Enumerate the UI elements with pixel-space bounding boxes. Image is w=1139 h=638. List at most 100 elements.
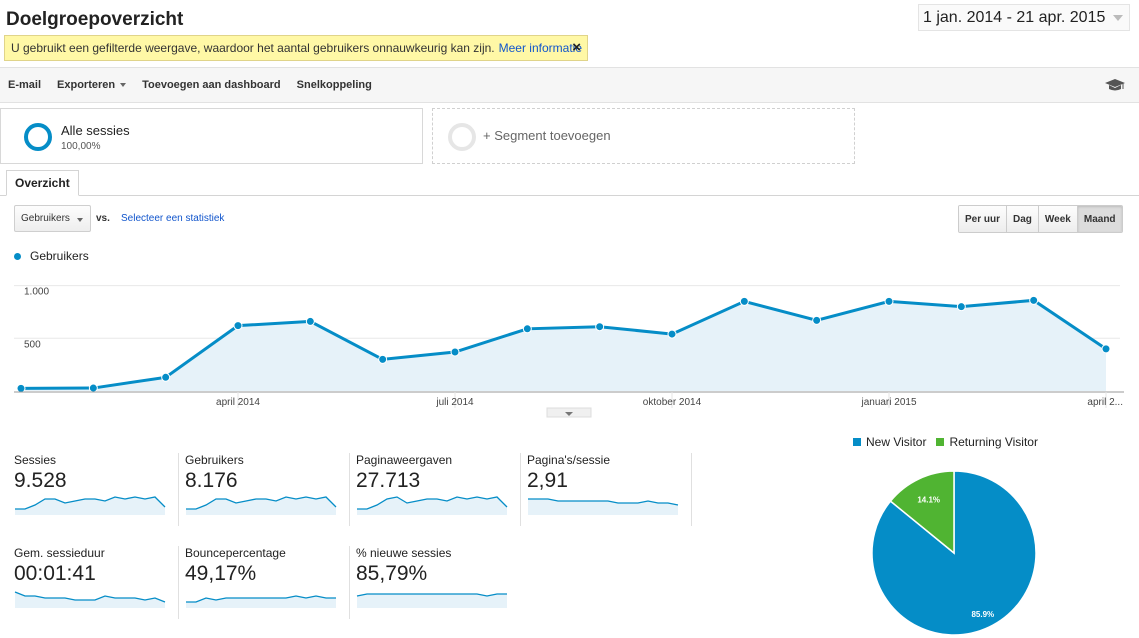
sparkline-line [186,496,337,510]
legend-swatch [936,438,945,446]
data-point[interactable] [522,324,532,334]
sparkline-line [186,595,336,603]
email-label: E-mail [8,79,42,91]
x-tick-label: juli 2014 [435,397,474,408]
pie-slice-label: 85.9% [971,610,994,619]
sparkline-line [14,591,166,603]
sparkline-area [15,497,165,515]
scorecard[interactable]: Gebruikers 8.176 [185,453,350,526]
scorecard[interactable]: Gem. sessieduur 00:01:41 [14,546,179,619]
graduation-cap-icon[interactable] [1105,77,1125,93]
period-month-button[interactable]: Maand [1077,206,1122,232]
x-tick-label: oktober 2014 [643,397,702,408]
segment-ring-icon [448,123,476,151]
data-point[interactable] [595,322,605,332]
sparkline [356,593,507,608]
segment-all-sessions[interactable]: Alle sessies 100,00% [0,108,423,164]
date-range-picker[interactable]: 1 jan. 2014 - 21 apr. 2015 [918,4,1130,31]
data-point[interactable] [1101,344,1111,354]
data-point[interactable] [450,347,460,357]
scorecard-label: Gebruikers [185,453,244,467]
series-dot-icon [14,252,21,260]
x-tick-label: april 2014 [216,397,260,408]
data-point[interactable] [305,316,315,326]
more-info-link[interactable]: Meer informatie [498,41,582,55]
series-area [21,300,1106,391]
scorecard[interactable]: Sessies 9.528 [14,453,179,526]
pie-legend-label: Returning Visitor [949,435,1038,449]
scorecard-value: 2,91 [527,469,568,492]
pie-legend-label: New Visitor [866,435,927,449]
chevron-down-icon [565,412,573,416]
vs-label: vs. [96,213,110,224]
email-button[interactable]: E-mail [8,79,41,91]
sparkline-area [186,497,336,515]
y-tick-label: 500 [24,339,41,350]
sparkline [357,496,508,515]
series-line [20,298,1107,390]
segment-name: Alle sessies [61,123,130,138]
x-tick-label: april 2... [1087,397,1123,408]
sparkline [528,498,679,515]
export-button[interactable]: Exporteren [57,79,127,91]
pie-slice-label: 14.1% [917,496,940,505]
close-icon[interactable]: × [572,39,581,56]
scorecard-label: Sessies [14,453,57,467]
data-point[interactable] [884,296,894,306]
legend-label: Gebruikers [30,249,89,263]
data-point[interactable] [956,302,966,312]
data-point[interactable] [739,296,749,306]
shortcut-button[interactable]: Snelkoppeling [297,79,372,91]
sparkline-line [356,593,507,597]
chevron-down-icon [1113,15,1123,21]
segment-ring-icon [24,123,52,151]
metric-select[interactable]: Gebruikers [14,205,91,232]
sparkline-line [357,496,508,510]
scorecard-value: 85,79% [356,562,428,585]
export-label: Exporteren [57,79,116,91]
scorecard[interactable]: Pagina's/sessie 2,91 [527,453,692,526]
pie-legend-entry: New Visitor [853,435,926,449]
page-title: Doelgroepoverzicht [6,9,184,30]
pie-slice[interactable] [889,470,955,555]
add-to-dashboard-label: Toevoegen aan dashboard [142,79,281,91]
chevron-down-icon [120,83,127,87]
data-point[interactable] [812,315,822,325]
sparkline [186,496,337,515]
date-range-label: 1 jan. 2014 - 21 apr. 2015 [923,8,1106,26]
x-tick-label: januari 2015 [860,397,916,408]
scorecard[interactable]: % nieuwe sessies 85,79% [356,546,521,619]
segment-percentage: 100,00% [61,141,101,152]
add-segment-label: + Segment toevoegen [483,128,611,143]
select-statistic-link[interactable]: Selecteer een statistiek [121,213,225,224]
chevron-down-icon [77,218,83,222]
scorecard[interactable]: Bouncepercentage 49,17% [185,546,350,619]
scorecard-value: 27.713 [356,469,421,492]
metric-select-value: Gebruikers [21,213,70,224]
period-hourly-button[interactable]: Per uur [959,206,1008,232]
data-point[interactable] [667,329,677,339]
report-toolbar: E-mail Exporteren Toevoegen aan dashboar… [0,67,1139,103]
data-point[interactable] [161,372,171,382]
add-segment-button[interactable]: + Segment toevoegen [432,108,855,164]
data-point[interactable] [88,383,98,393]
scorecard[interactable]: Paginaweergaven 27.713 [356,453,521,526]
period-week-button[interactable]: Week [1038,206,1078,232]
period-toggle-group: Per uur Dag Week Maand [958,205,1123,233]
data-point[interactable] [16,383,26,393]
scorecard-label: Paginaweergaven [356,453,453,467]
sparkline-area [357,497,507,515]
tab-overview[interactable]: Overzicht [6,170,79,196]
period-day-button[interactable]: Dag [1007,206,1039,232]
data-point[interactable] [378,354,388,364]
tab-divider [0,195,1139,196]
scorecard-value: 9.528 [14,469,67,492]
sparkline [15,496,166,515]
warning-text: U gebruikt een gefilterde weergave, waar… [11,41,495,55]
legend-swatch [853,438,861,446]
sparkline-line [528,498,679,506]
data-point[interactable] [233,321,243,331]
data-point[interactable] [1029,295,1039,305]
scorecard-value: 00:01:41 [14,562,96,585]
add-to-dashboard-button[interactable]: Toevoegen aan dashboard [142,79,281,91]
